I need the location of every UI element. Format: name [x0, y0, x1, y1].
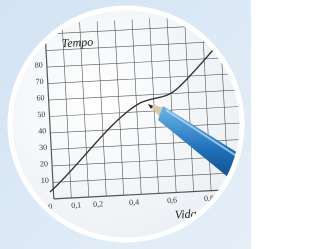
y-tick-label: 60 — [36, 93, 44, 102]
x-tick-label: 0,1 — [71, 200, 81, 210]
y-axis-title: Tempo — [61, 35, 93, 51]
x-tick-label: 0,6 — [167, 195, 177, 205]
y-tick-label: 40 — [38, 126, 46, 135]
y-tick-label: 30 — [39, 143, 47, 152]
y-tick-label: 10 — [41, 176, 49, 185]
y-tick-label: 20 — [40, 159, 48, 168]
y-tick-label: 80 — [35, 60, 43, 69]
x-tick-label: 0,2 — [93, 199, 103, 209]
x-tick-label: 0,4 — [129, 197, 139, 207]
y-tick-label: 50 — [37, 110, 45, 119]
y-tick-label: 70 — [35, 77, 43, 86]
